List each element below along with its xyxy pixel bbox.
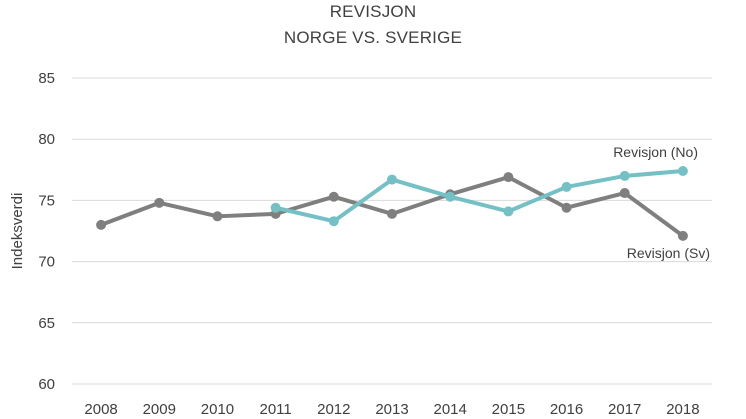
data-point	[212, 211, 223, 222]
data-point	[96, 219, 107, 230]
data-point	[677, 230, 688, 241]
x-tick-label: 2012	[317, 401, 350, 418]
x-tick-label: 2009	[143, 401, 176, 418]
x-tick-label: 2018	[666, 401, 699, 418]
data-point	[387, 208, 397, 219]
data-point	[677, 166, 688, 177]
y-tick-label: 65	[38, 315, 55, 332]
x-tick-label: 2008	[84, 401, 117, 418]
data-point	[328, 216, 339, 227]
y-tick-label: 85	[38, 70, 55, 87]
x-tick-label: 2016	[550, 401, 583, 418]
x-tick-label: 2017	[608, 401, 641, 418]
data-point	[445, 191, 456, 202]
data-point	[561, 181, 572, 192]
series-label: Revisjon (Sv)	[627, 245, 710, 261]
x-tick-label: 2010	[201, 401, 234, 418]
series-line	[99, 175, 685, 238]
y-axis-label: Indeksverdi	[9, 193, 26, 270]
y-tick-label: 60	[38, 376, 55, 393]
chart-title: REVISJON	[329, 2, 417, 21]
chart-subtitle: NORGE VS. SVERIGE	[283, 28, 463, 47]
x-tick-label: 2013	[375, 401, 408, 418]
y-tick-label: 80	[38, 131, 55, 148]
y-tick-label: 70	[38, 254, 55, 271]
data-point	[270, 202, 281, 213]
data-point	[387, 174, 397, 185]
x-tick-label: 2011	[260, 401, 292, 418]
data-point	[619, 188, 630, 199]
data-point	[328, 191, 339, 202]
data-point	[503, 206, 514, 217]
data-point	[503, 172, 514, 183]
data-point	[154, 197, 165, 208]
x-tick-label: 2014	[433, 401, 466, 418]
y-tick-label: 75	[38, 192, 55, 209]
data-point	[561, 202, 572, 213]
series-label: Revisjon (No)	[613, 144, 698, 160]
series-line	[273, 169, 685, 224]
data-point	[619, 170, 630, 181]
x-tick-label: 2015	[492, 401, 525, 418]
